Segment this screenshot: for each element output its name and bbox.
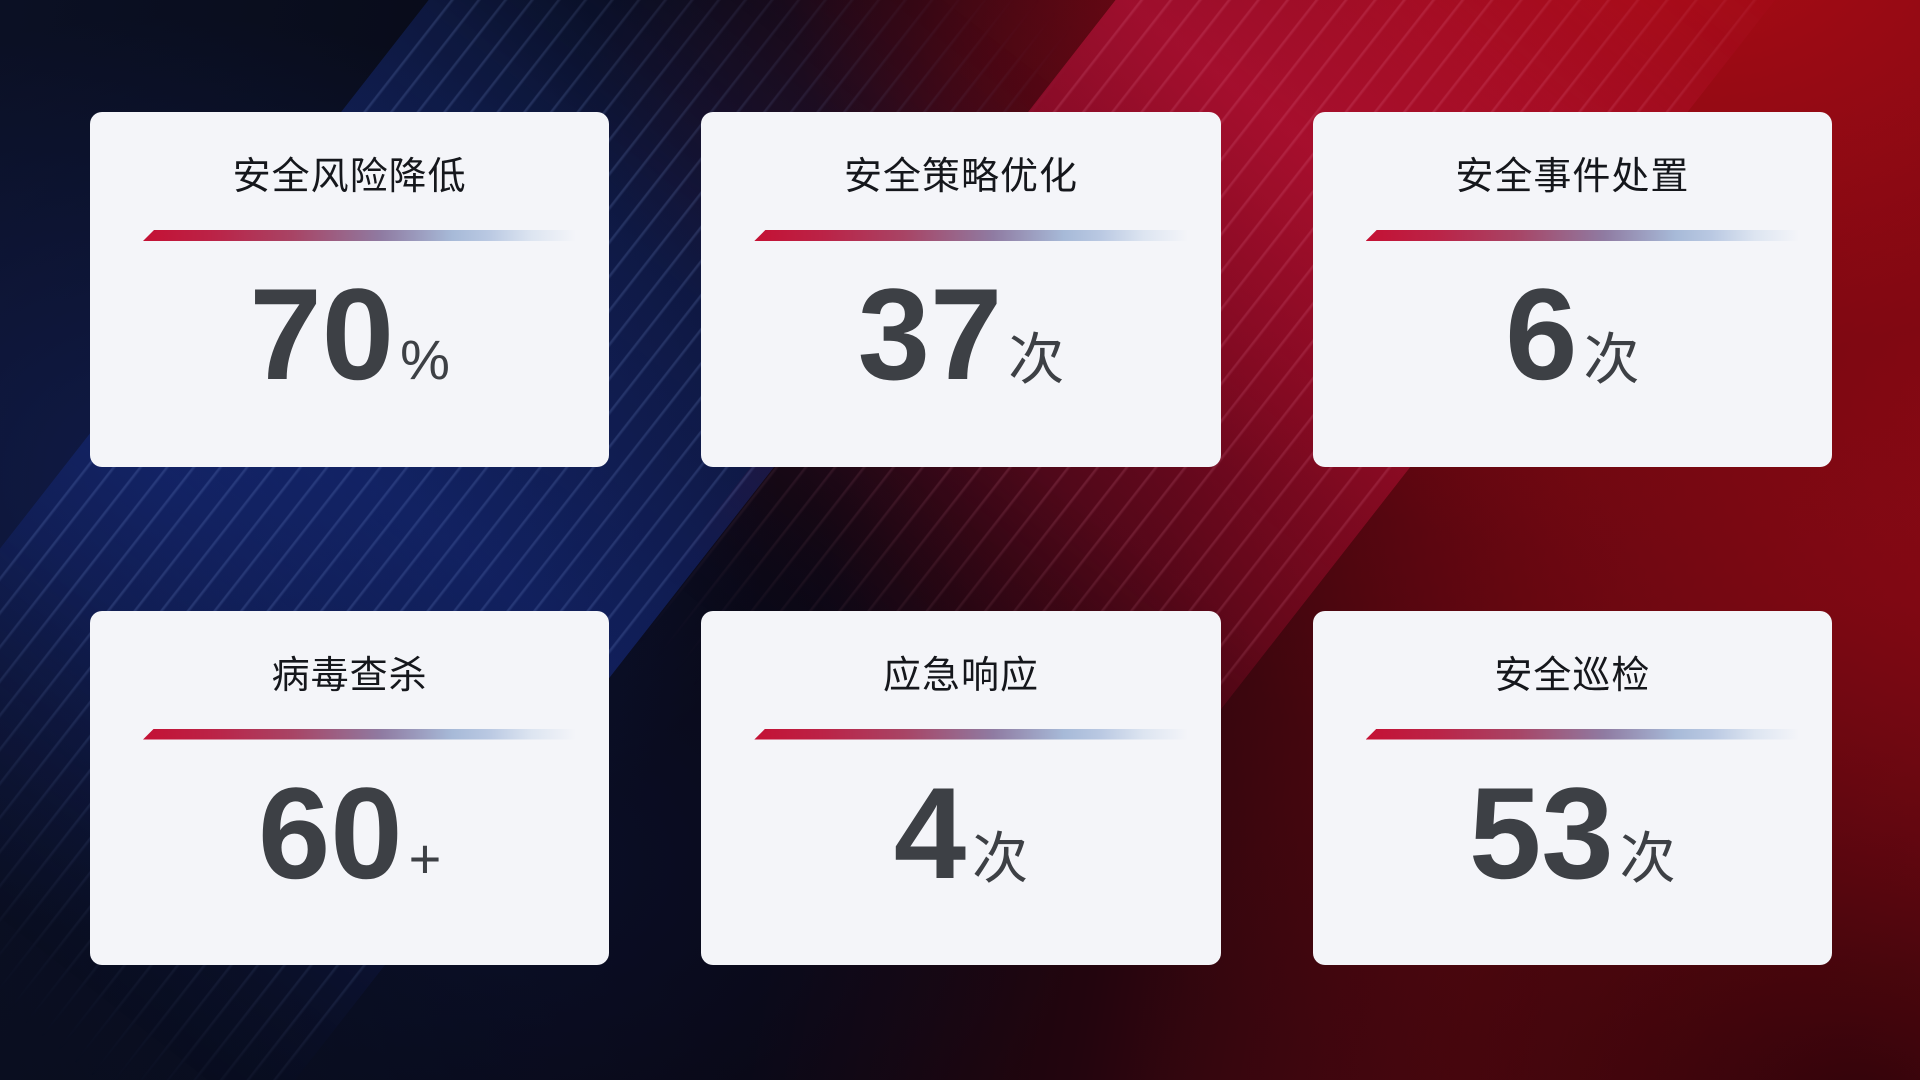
stat-card-divider — [1365, 230, 1808, 241]
stat-card-risk-reduction: 安全风险降低 70 % — [90, 112, 610, 467]
stat-value-unit: + — [408, 826, 442, 890]
stat-card-divider — [1365, 728, 1808, 740]
stat-value-unit: 次 — [972, 826, 1029, 890]
stat-value-unit: 次 — [1619, 826, 1676, 890]
stat-value-unit: 次 — [1583, 328, 1640, 391]
stat-card-title: 安全策略优化 — [843, 156, 1078, 198]
stats-grid: 安全风险降低 70 % 安全策略优化 37 次 安全事件处置 6 次 病毒查 — [90, 112, 1832, 965]
stat-card-value: 37 次 — [701, 269, 1220, 399]
stat-value-unit: % — [400, 328, 450, 391]
stat-card-title: 安全巡检 — [1494, 654, 1651, 697]
stat-card-value: 53 次 — [1313, 768, 1832, 898]
stat-card-divider — [143, 728, 586, 740]
stat-card-divider — [754, 728, 1197, 740]
stat-card-divider — [754, 230, 1197, 241]
stat-card-virus-scan: 病毒查杀 60 + — [90, 610, 610, 965]
stat-value-number: 4 — [893, 759, 967, 906]
stat-card-policy-optimization: 安全策略优化 37 次 — [701, 112, 1221, 467]
stat-card-title: 安全风险降低 — [232, 156, 467, 198]
stat-value-number: 37 — [857, 261, 1003, 407]
stat-value-unit: 次 — [1008, 328, 1065, 391]
stat-card-incident-handling: 安全事件处置 6 次 — [1312, 112, 1832, 467]
stat-card-title: 病毒查杀 — [271, 654, 428, 697]
stat-card-title: 应急响应 — [882, 654, 1039, 697]
stat-card-divider — [143, 230, 586, 241]
stat-card-value: 60 + — [90, 768, 609, 898]
stat-card-security-inspection: 安全巡检 53 次 — [1312, 610, 1832, 965]
stat-value-number: 60 — [258, 759, 403, 906]
stat-card-value: 6 次 — [1313, 269, 1832, 399]
stat-card-emergency-response: 应急响应 4 次 — [701, 610, 1221, 965]
stat-value-number: 70 — [249, 261, 395, 407]
stat-card-title: 安全事件处置 — [1455, 156, 1690, 198]
stat-value-number: 6 — [1505, 261, 1578, 407]
stat-card-value: 70 % — [90, 269, 609, 399]
stat-card-value: 4 次 — [701, 768, 1220, 898]
stat-value-number: 53 — [1469, 759, 1614, 906]
